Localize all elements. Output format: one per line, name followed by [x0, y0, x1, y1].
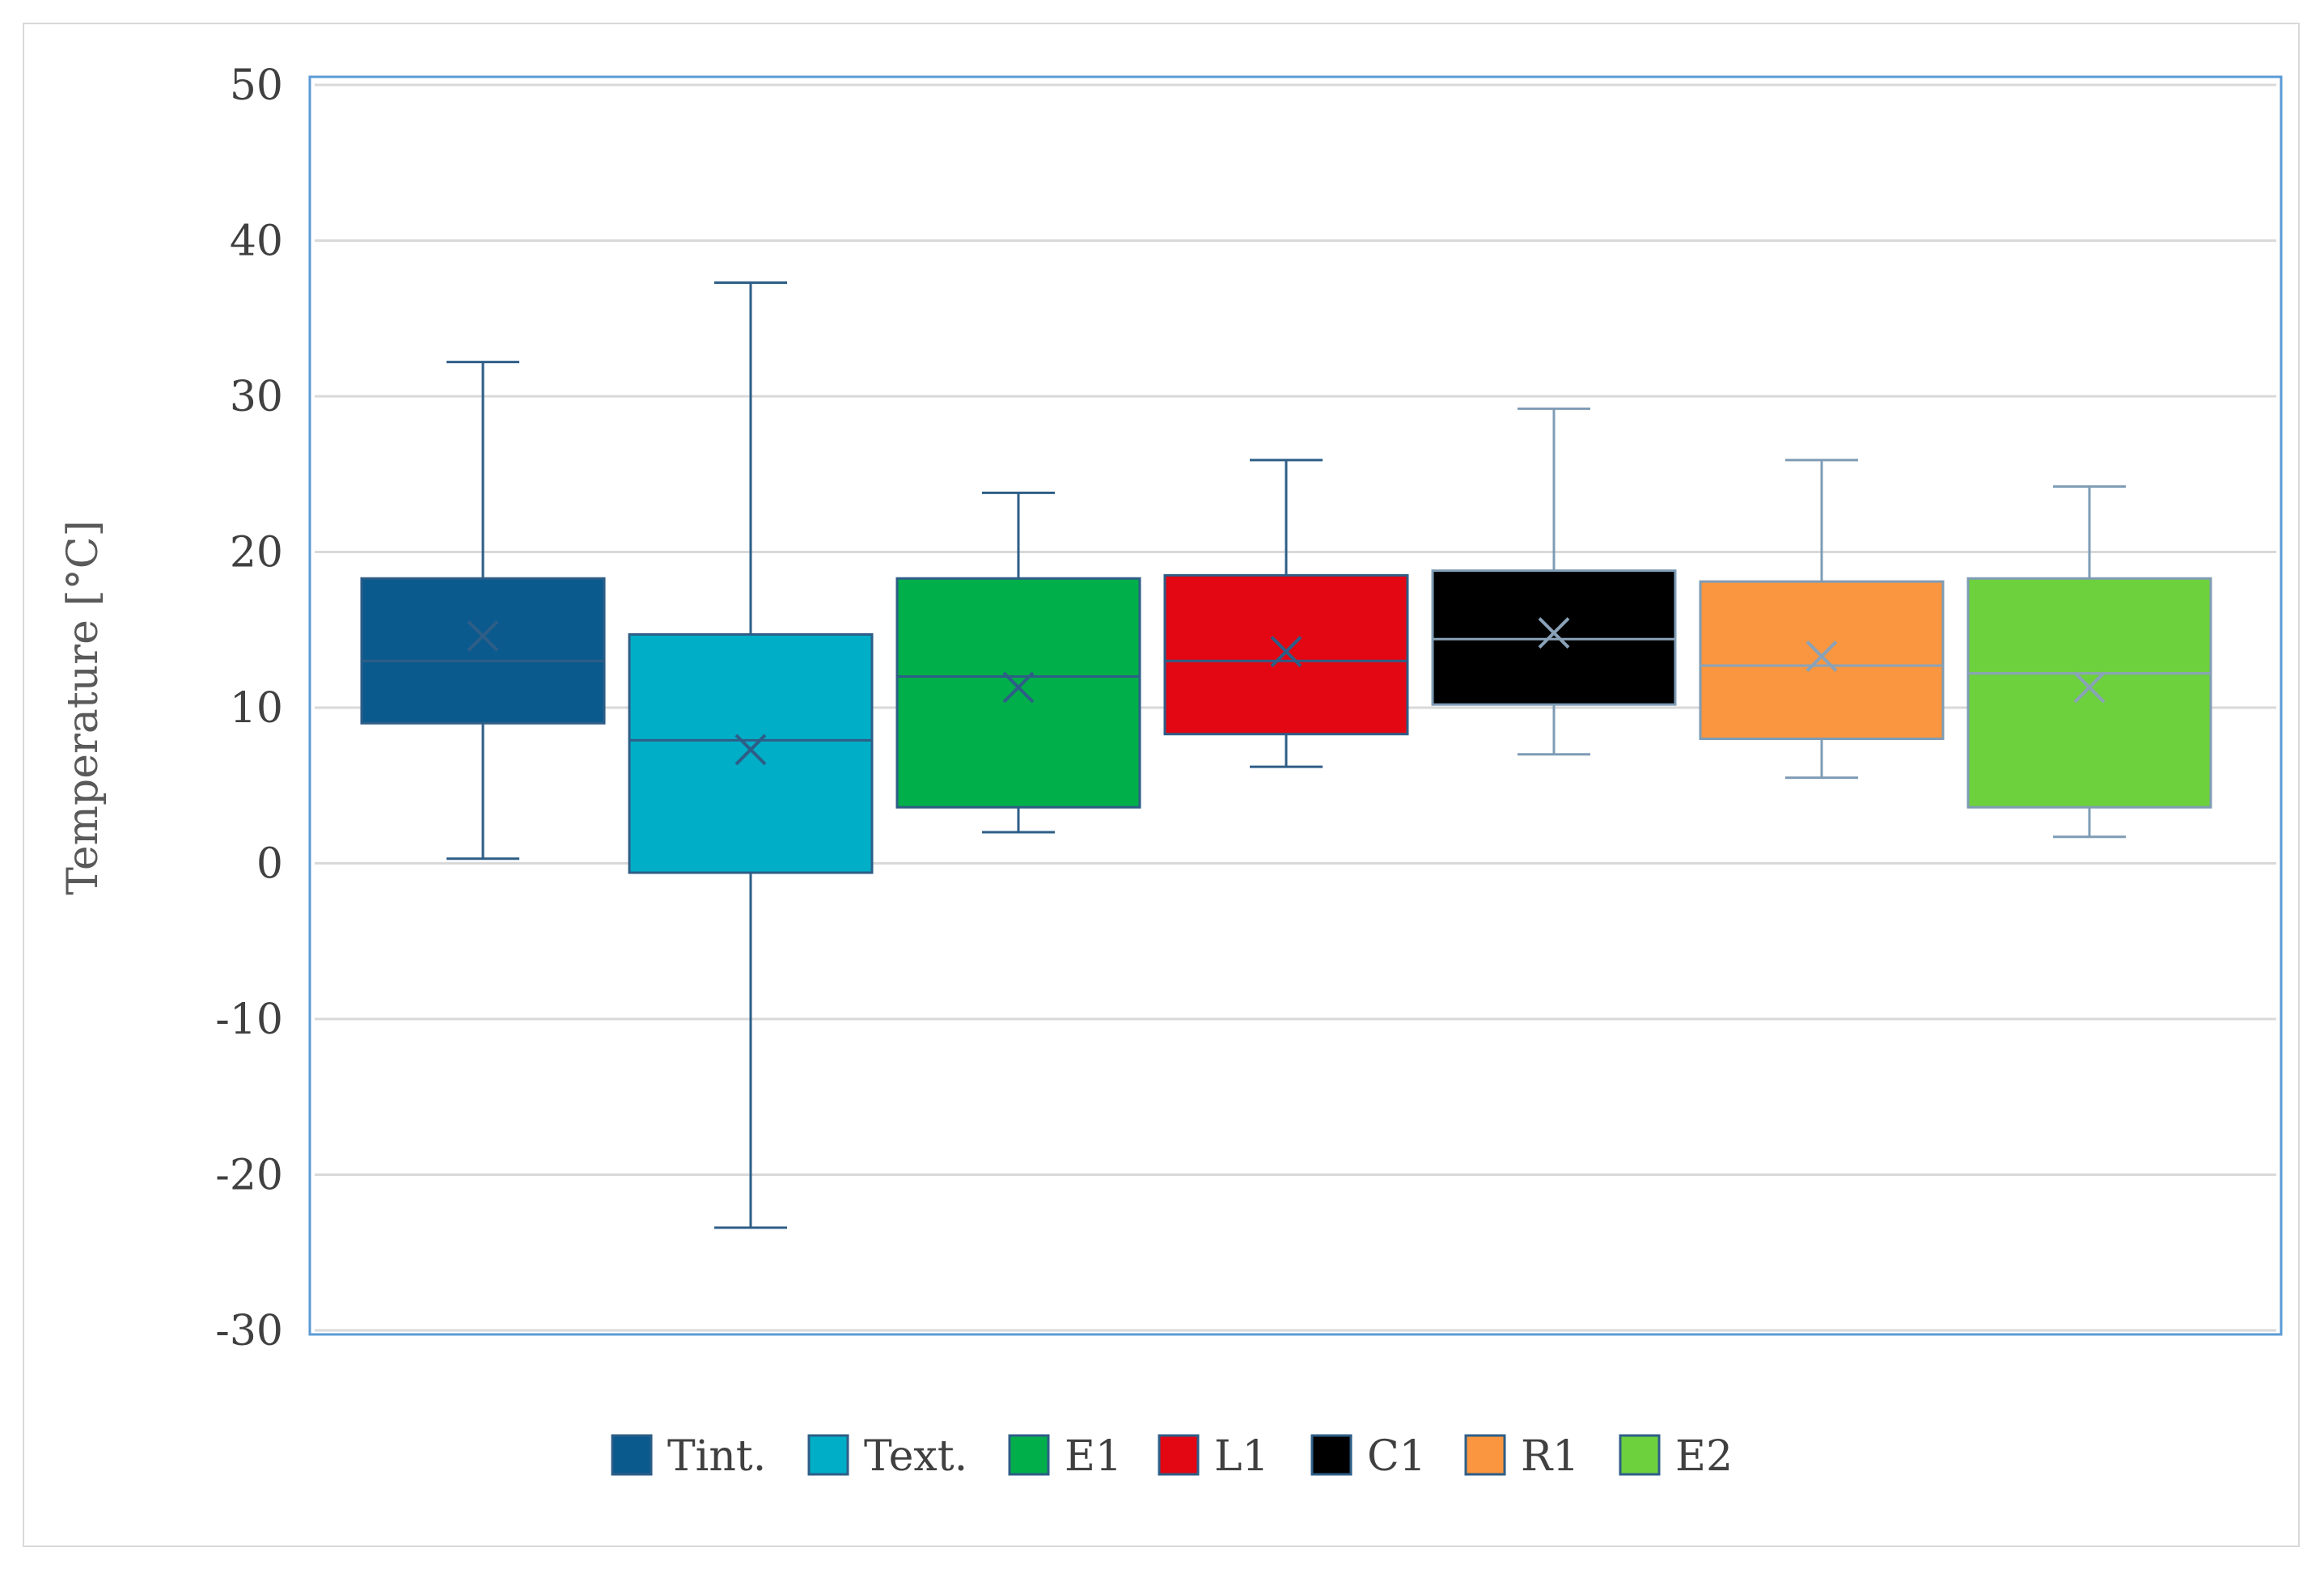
legend-swatch [807, 1434, 849, 1476]
legend-swatch [1310, 1434, 1352, 1476]
box-series-e2 [1966, 485, 2212, 839]
y-tick-label: -10 [215, 996, 283, 1044]
legend-swatch [611, 1434, 653, 1476]
legend-item: C1 [1310, 1432, 1426, 1481]
legend-label: E1 [1065, 1432, 1122, 1481]
legend: Tint. Text. E1 L1 C1 R1 E2 [611, 1432, 1733, 1481]
y-tick-label: 0 [256, 840, 283, 889]
legend-item: L1 [1158, 1432, 1269, 1481]
box [895, 577, 1141, 809]
box-series-r1 [1699, 459, 1945, 780]
y-tick-label: 30 [230, 373, 283, 421]
box [360, 577, 606, 725]
legend-label: Tint. [667, 1432, 766, 1481]
y-axis-title: Temperature [°C] [59, 520, 108, 895]
box-series-e1 [895, 491, 1141, 834]
legend-item: R1 [1464, 1432, 1579, 1481]
box-series-text [628, 281, 874, 1229]
legend-label: E2 [1675, 1432, 1733, 1481]
mean-marker [1538, 617, 1570, 649]
box-series-l1 [1163, 459, 1409, 768]
legend-item: E1 [1008, 1432, 1122, 1481]
legend-swatch [1464, 1434, 1506, 1476]
legend-label: L1 [1214, 1432, 1269, 1481]
mean-marker [1805, 641, 1838, 672]
legend-item: Tint. [611, 1432, 766, 1481]
legend-label: Text. [864, 1432, 967, 1481]
mean-marker [1270, 636, 1302, 668]
box [1163, 573, 1409, 736]
legend-label: R1 [1521, 1432, 1579, 1481]
mean-marker [467, 620, 499, 652]
box-series [360, 281, 2212, 1229]
box [1699, 580, 1945, 741]
y-tick-label: 20 [230, 529, 283, 577]
box [1966, 577, 2212, 809]
legend-swatch [1619, 1434, 1661, 1476]
mean-marker [2073, 671, 2106, 704]
y-tick-label: -30 [215, 1307, 283, 1355]
y-tick-label: 10 [230, 684, 283, 733]
box [628, 633, 874, 874]
box-series-tint [360, 361, 606, 860]
y-tick-label: 50 [230, 61, 283, 110]
box-series-c1 [1431, 407, 1677, 756]
y-tick-label: 40 [230, 218, 283, 266]
legend-item: Text. [807, 1432, 967, 1481]
chart-frame [23, 23, 2300, 1547]
y-tick-label: -20 [215, 1152, 283, 1200]
legend-label: C1 [1367, 1432, 1426, 1481]
legend-swatch [1008, 1434, 1050, 1476]
plot-area-border [308, 75, 2283, 1336]
mean-marker [1002, 671, 1035, 704]
legend-item: E2 [1619, 1432, 1733, 1481]
box [1431, 569, 1677, 706]
gridlines [315, 83, 2276, 1332]
mean-marker [734, 734, 767, 766]
y-axis-tick-labels: 50 40 30 20 10 0 -10 -20 -30 [215, 61, 283, 1355]
legend-swatch [1158, 1434, 1200, 1476]
